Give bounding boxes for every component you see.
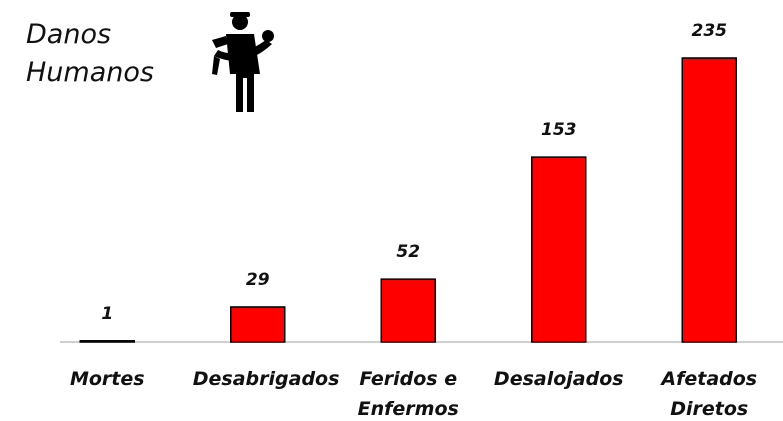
bar <box>230 306 286 343</box>
bar <box>681 57 737 343</box>
x-tick-label: Mortes <box>69 368 145 390</box>
value-label: 153 <box>541 120 577 141</box>
x-tick-label: Feridos e Enfermos <box>357 368 459 420</box>
x-tick-label: Desabrigados <box>192 368 340 390</box>
value-label: 29 <box>245 269 270 290</box>
x-tick-label: Afetados Diretos <box>661 368 758 420</box>
bar <box>531 156 587 343</box>
rescuer-icon <box>198 6 288 116</box>
bar <box>79 340 135 343</box>
chart-title: Danos Humanos <box>26 19 154 88</box>
x-tick-label: Desalojados <box>493 368 624 390</box>
value-label: 52 <box>396 242 421 263</box>
value-label: 1 <box>101 303 114 324</box>
value-label: 235 <box>691 21 728 41</box>
bar <box>380 278 436 343</box>
